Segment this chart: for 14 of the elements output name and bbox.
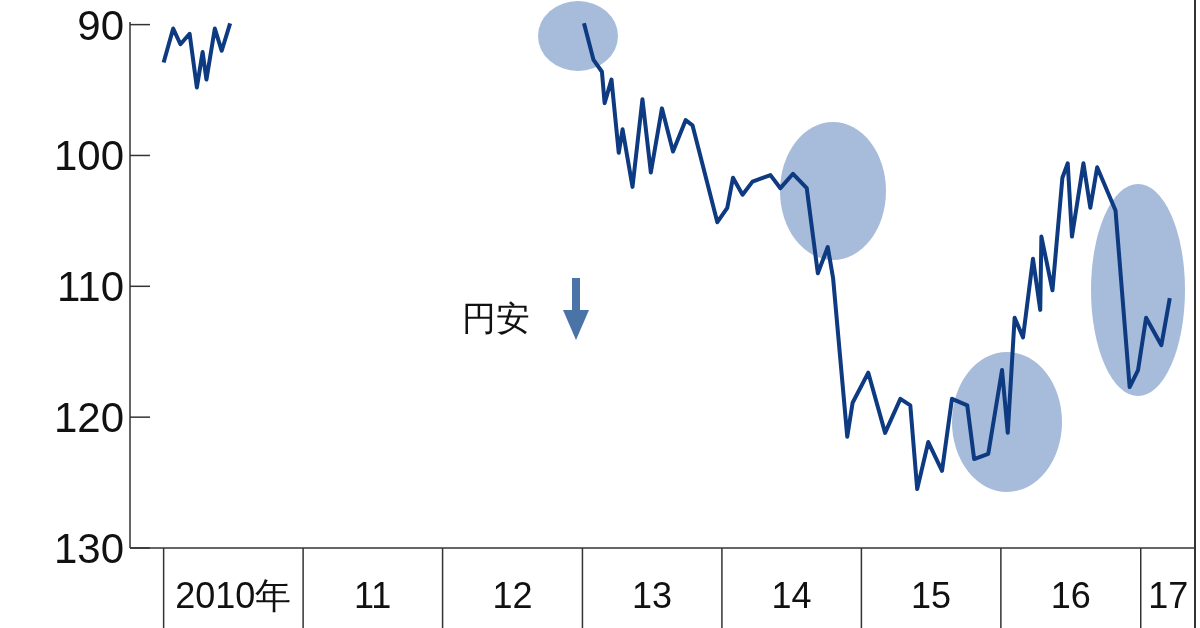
- x-tick-label: 11: [353, 575, 392, 616]
- y-tick-label: 100: [53, 132, 124, 180]
- annotation: 円安: [462, 298, 530, 339]
- y-tick-label: 130: [53, 525, 124, 572]
- x-tick-label: 12: [492, 575, 533, 616]
- y-tick-label: 120: [53, 394, 124, 442]
- x-tick-label: 17: [1148, 575, 1189, 616]
- y-tick-label: 110: [57, 263, 124, 311]
- x-tick-label: 16: [1050, 575, 1091, 616]
- x-tick-label: 14: [771, 575, 812, 616]
- x-tick-label: 13: [631, 575, 673, 616]
- x-tick-label: 15: [910, 575, 951, 616]
- y-tick-label: 90: [77, 1, 124, 49]
- x-tick-label: 2010年: [175, 575, 292, 616]
